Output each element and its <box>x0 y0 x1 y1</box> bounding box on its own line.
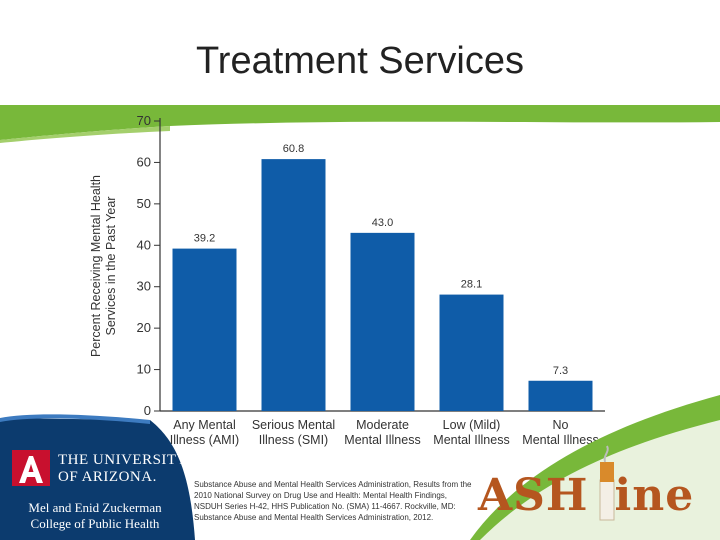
data-label: 43.0 <box>372 217 393 229</box>
bar <box>350 232 415 411</box>
category-label: Illness (SMI) <box>259 433 328 447</box>
source-citation: Substance Abuse and Mental Health Servic… <box>194 480 472 522</box>
university-line2: OF ARIZONA. <box>58 469 157 485</box>
ashline-logo: ASH ine <box>478 470 694 521</box>
college-line2: College of Public Health <box>30 516 160 531</box>
data-label: 60.8 <box>283 143 304 155</box>
y-tick-label: 40 <box>137 237 151 252</box>
bar <box>439 294 504 411</box>
bar <box>261 159 326 411</box>
bar-chart: 0 10 20 30 40 50 60 70 Percent Receiving Mental … <box>89 113 605 447</box>
y-tick-label: 0 <box>144 403 151 418</box>
data-label: 7.3 <box>553 365 568 377</box>
y-tick-label: 10 <box>137 362 151 377</box>
bar <box>172 248 237 411</box>
block-a-logo-icon <box>12 450 50 486</box>
college-line1: Mel and Enid Zuckerman <box>28 500 162 515</box>
ashline-left-text: ASH <box>478 470 589 521</box>
category-label: Moderate <box>356 418 409 432</box>
category-label: Mental Illness <box>433 433 509 447</box>
y-tick-label: 70 <box>137 113 151 128</box>
y-axis-label: Percent Receiving Mental Health <box>89 175 103 357</box>
y-tick-label: 30 <box>137 279 151 294</box>
slide-title: Treatment Services <box>195 40 525 82</box>
data-label: 28.1 <box>461 279 482 291</box>
category-label: Mental Illness <box>344 433 420 447</box>
university-name: THE UNIVERSITY OF ARIZONA. <box>58 452 188 486</box>
university-line1: THE UNIVERSITY <box>58 452 188 468</box>
data-label: 39.2 <box>194 233 215 245</box>
category-label: No <box>553 418 569 432</box>
ua-blue-panel <box>0 418 195 540</box>
y-tick-label: 20 <box>137 320 151 335</box>
college-name: Mel and Enid Zuckerman College of Public… <box>0 500 190 532</box>
y-tick-label: 60 <box>137 154 151 169</box>
category-label: Low (Mild) <box>443 418 501 432</box>
y-axis-label: Services in the Past Year <box>104 197 118 336</box>
ashline-right-text: ine <box>614 470 695 521</box>
bar <box>528 380 593 411</box>
category-label: Serious Mental <box>252 418 335 432</box>
category-label: Illness (AMI) <box>170 433 239 447</box>
cigarette-icon <box>599 445 615 521</box>
category-label: Any Mental <box>173 418 236 432</box>
category-label: Mental Illness <box>522 433 598 447</box>
y-tick-label: 50 <box>137 196 151 211</box>
